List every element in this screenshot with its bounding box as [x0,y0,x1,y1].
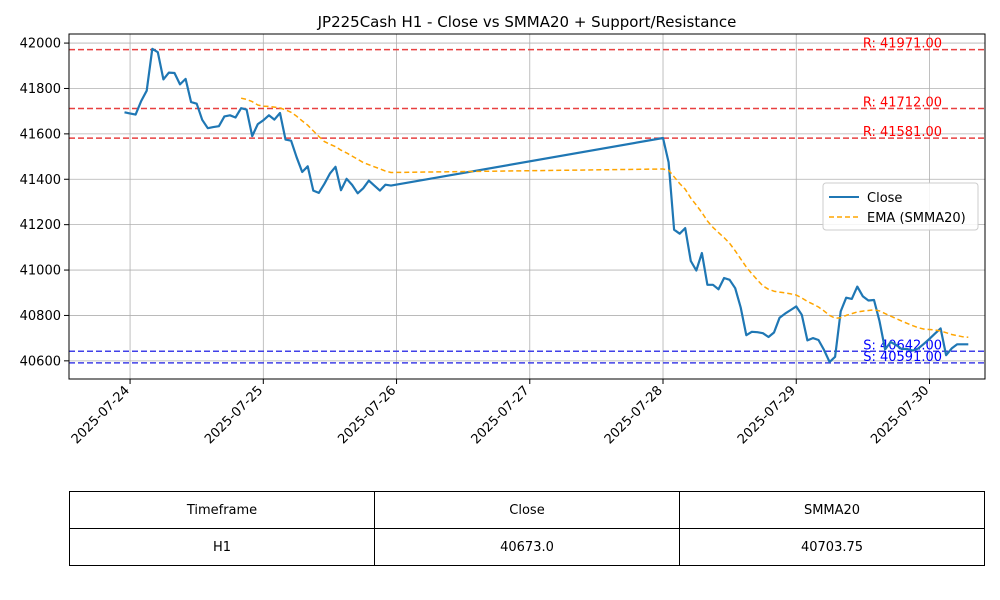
table-row: H1 40673.0 40703.75 [69,528,985,566]
x-tick-label: 2025-07-24 [69,383,133,447]
y-tick-label: 42000 [20,37,61,52]
y-tick-label: 41400 [20,173,61,188]
y-tick-label: 41600 [20,127,61,142]
y-tick-label: 40800 [20,309,61,324]
table-cell-timeframe: H1 [69,528,375,566]
y-tick-label: 41200 [20,218,61,233]
x-tick-label: 2025-07-29 [735,383,799,447]
summary-table: Timeframe Close SMMA20 H1 40673.0 40703.… [69,491,985,566]
x-tick-label: 2025-07-30 [868,383,932,447]
support-label: S: 40591.00 [863,350,942,365]
series [124,47,969,364]
x-tick-label: 2025-07-25 [202,383,266,447]
y-tick-label: 40600 [20,354,61,369]
support-resistance-levels: R: 41971.00R: 41712.00R: 41581.00S: 4064… [69,37,985,365]
legend-close-label: Close [867,191,902,206]
y-tick-label: 41800 [20,82,61,97]
table-header-smma20: SMMA20 [679,491,985,529]
x-tick-label: 2025-07-28 [602,383,666,447]
x-tick-label: 2025-07-27 [469,383,533,447]
resistance-label: R: 41971.00 [863,37,942,52]
table-cell-smma20: 40703.75 [679,528,985,566]
chart: R: 41971.00R: 41712.00R: 41581.00S: 4064… [20,13,986,447]
resistance-label: R: 41581.00 [863,125,942,140]
legend-smma-label: EMA (SMMA20) [867,211,966,226]
legend: Close EMA (SMMA20) [822,182,979,231]
y-tick-label: 41000 [20,264,61,279]
table-header-row: Timeframe Close SMMA20 [69,491,985,529]
resistance-label: R: 41712.00 [863,95,942,110]
smma20-series-line [240,97,969,338]
table-cell-close: 40673.0 [374,528,680,566]
chart-title: JP225Cash H1 - Close vs SMMA20 + Support… [317,13,737,31]
x-tick-label: 2025-07-26 [335,383,399,447]
close-series-line [124,47,969,364]
table-header-timeframe: Timeframe [69,491,375,529]
plot-frame [68,33,986,380]
legend-frame [822,182,979,231]
table-header-close: Close [374,491,680,529]
